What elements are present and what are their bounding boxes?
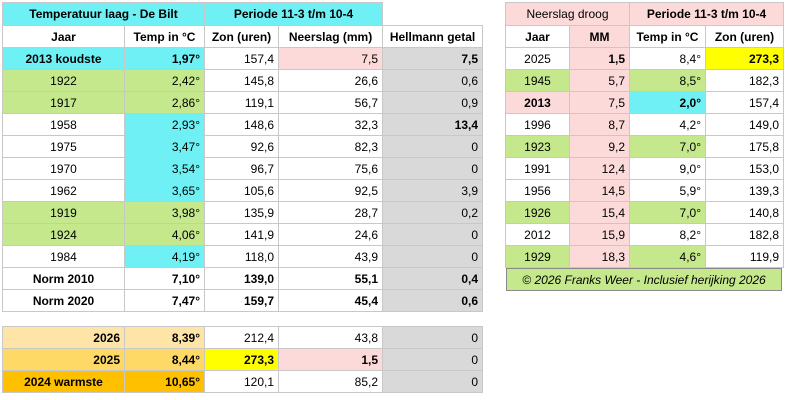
col-header-temp: Temp in °C [123, 25, 206, 48]
table-row: 1945 5,7 8,5° 182,3 [505, 69, 785, 92]
col-header-temp: Temp in °C [629, 25, 706, 48]
temperature-table: Temperatuur laag - De Bilt Periode 11-3 … [1, 2, 484, 268]
table-row: 2013 koudste 1,97° 157,4 7,5 7,5 [2, 47, 484, 70]
table-row: 2026 8,39° 212,4 43,8 0 [2, 326, 483, 349]
table-row: Norm 2020 7,47° 159,7 45,4 0,6 [2, 289, 483, 312]
table-row: 2024 warmste 10,65° 120,1 85,2 0 [2, 370, 483, 393]
table-row: 1962 3,65° 105,6 92,5 3,9 [2, 179, 484, 202]
table-period: Periode 11-3 t/m 10-4 [628, 2, 785, 26]
table-row: 1975 3,47° 92,6 82,3 0 [2, 135, 484, 158]
table-title: Temperatuur laag - De Bilt [1, 2, 206, 26]
table-row: 1970 3,54° 96,7 75,6 0 [2, 157, 484, 180]
table-row: 1958 2,93° 148,6 32,3 13,4 [2, 113, 484, 136]
col-header-rain: Neerslag (mm) [278, 25, 384, 48]
table-row: 1984 4,19° 118,0 43,9 0 [2, 245, 484, 268]
table-row: 1924 4,06° 141,9 24,6 0 [2, 223, 484, 246]
table-row: 1991 12,4 9,0° 153,0 [505, 157, 785, 180]
table-row: 1926 15,4 7,0° 140,8 [505, 201, 785, 224]
norm-table: Norm 2010 7,10° 139,0 55,1 0,4 Norm 2020… [2, 267, 483, 312]
table-row: 1929 18,3 4,6° 119,9 [505, 245, 785, 268]
dry-precipitation-table: Neerslag droog Periode 11-3 t/m 10-4 Jaa… [505, 2, 785, 268]
recent-years-table: 2026 8,39° 212,4 43,8 0 2025 8,44° 273,3… [2, 326, 483, 393]
col-header-mm: MM [569, 25, 630, 48]
table-row: 2012 15,9 8,2° 182,8 [505, 223, 785, 246]
col-header-year: Jaar [2, 25, 125, 48]
table-row: 2025 8,44° 273,3 1,5 0 [2, 348, 483, 371]
table-row: 2013 7,5 2,0° 157,4 [505, 91, 785, 114]
col-header-sun: Zon (uren) [204, 25, 280, 48]
table-row: 1996 8,7 4,2° 149,0 [505, 113, 785, 136]
col-header-year: Jaar [505, 25, 570, 48]
table-period: Periode 11-3 t/m 10-4 [204, 2, 384, 26]
table-row: 1923 9,2 7,0° 175,8 [505, 135, 785, 158]
table-row: 1917 2,86° 119,1 56,7 0,9 [2, 91, 484, 114]
col-header-hellmann: Hellmann getal [382, 25, 484, 48]
table-row: Norm 2010 7,10° 139,0 55,1 0,4 [2, 267, 483, 290]
table-row: 1919 3,98° 135,9 28,7 0,2 [2, 201, 484, 224]
copyright-note: © 2026 Franks Weer - Inclusief herijking… [506, 268, 782, 291]
table-row: 2025 1,5 8,4° 273,3 [505, 47, 785, 70]
col-header-sun: Zon (uren) [704, 25, 785, 48]
table-title: Neerslag droog [505, 2, 630, 26]
table-row: 1922 2,42° 145,8 26,6 0,6 [2, 69, 484, 92]
table-row: 1956 14,5 5,9° 139,3 [505, 179, 785, 202]
